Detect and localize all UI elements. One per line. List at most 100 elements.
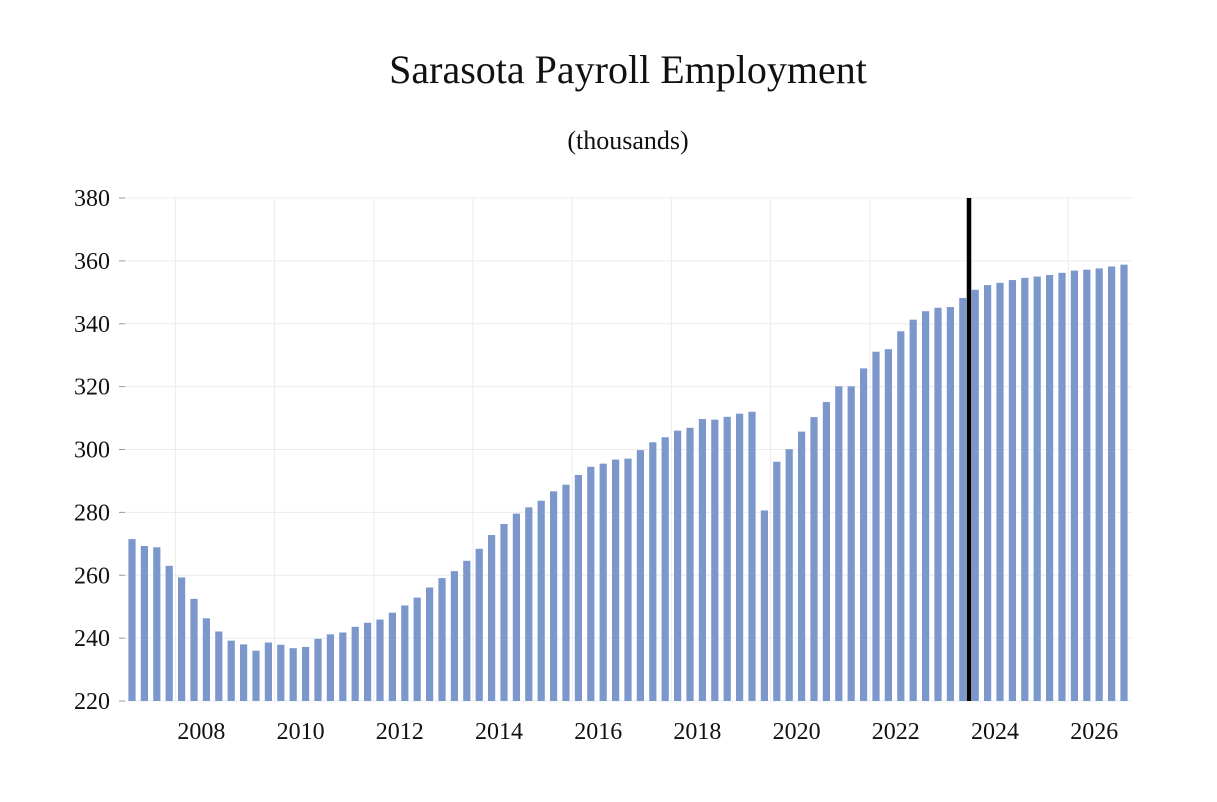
bar <box>537 500 545 701</box>
bar <box>202 618 210 701</box>
bar <box>165 565 173 701</box>
bar <box>723 416 731 701</box>
bar <box>190 598 198 701</box>
bar <box>984 285 992 701</box>
y-tick-label: 240 <box>74 626 110 652</box>
bar <box>1046 275 1054 701</box>
bar <box>959 297 967 701</box>
bars <box>128 264 1128 701</box>
bar <box>847 386 855 701</box>
x-tick-label: 2014 <box>475 719 523 745</box>
bar <box>773 461 781 701</box>
bar <box>376 619 384 701</box>
bar <box>624 458 632 701</box>
x-tick-label: 2008 <box>177 719 225 745</box>
bar <box>438 578 446 701</box>
bar <box>785 449 793 701</box>
bar <box>463 560 471 701</box>
bar <box>326 634 334 701</box>
bar <box>1095 268 1103 701</box>
bar <box>909 319 917 701</box>
bar <box>364 622 372 701</box>
bar <box>649 442 657 701</box>
x-tick-label: 2018 <box>673 719 721 745</box>
bar <box>1033 276 1041 701</box>
bar <box>525 507 533 701</box>
bar <box>252 650 260 701</box>
axes: 220 240 260 280 300 320 340 360 380 2008 2010 2012 2… <box>74 186 1118 745</box>
bar <box>860 368 868 701</box>
x-tick-label: 2026 <box>1070 719 1118 745</box>
y-tick-label: 260 <box>74 563 110 589</box>
bar <box>1021 277 1029 701</box>
y-tick-label: 300 <box>74 438 110 464</box>
bar <box>760 510 768 701</box>
bar <box>562 484 570 701</box>
bar <box>289 648 297 701</box>
bar <box>574 474 582 701</box>
bar <box>215 631 223 701</box>
bar <box>1083 269 1091 701</box>
bar <box>822 402 830 701</box>
bar <box>1108 266 1116 701</box>
bar <box>1070 270 1078 701</box>
bar <box>599 463 607 701</box>
bar <box>240 644 248 701</box>
x-tick-label: 2024 <box>971 719 1019 745</box>
y-tick-label: 380 <box>74 186 110 212</box>
bar <box>698 419 706 701</box>
bar <box>388 612 396 701</box>
bar <box>153 547 161 701</box>
bar <box>264 642 272 701</box>
y-tick-label: 340 <box>74 312 110 338</box>
bar <box>835 386 843 701</box>
bar <box>884 349 892 701</box>
bar <box>140 546 148 701</box>
bar <box>401 605 409 701</box>
bar <box>971 289 979 701</box>
bar <box>872 351 880 701</box>
bar <box>475 548 483 701</box>
bar <box>426 587 434 701</box>
bar <box>711 419 719 701</box>
bar <box>996 282 1004 701</box>
bar <box>636 450 644 701</box>
bar <box>450 571 458 701</box>
bar <box>922 311 930 701</box>
bar <box>512 513 520 701</box>
chart-title: Sarasota Payroll Employment <box>389 47 867 92</box>
chart-subtitle: (thousands) <box>567 126 689 155</box>
bar <box>934 307 942 701</box>
bar <box>587 466 595 701</box>
bar <box>736 413 744 701</box>
bar <box>810 417 818 701</box>
bar <box>1120 264 1128 701</box>
bar <box>798 431 806 701</box>
bar <box>128 539 136 701</box>
bar <box>686 427 694 701</box>
x-tick-label: 2016 <box>574 719 622 745</box>
y-tick-label: 280 <box>74 500 110 526</box>
bar <box>302 646 310 701</box>
x-tick-label: 2022 <box>872 719 920 745</box>
y-tick-label: 320 <box>74 375 110 401</box>
bar <box>413 597 421 701</box>
bar <box>339 632 347 701</box>
bar <box>674 430 682 701</box>
x-tick-label: 2020 <box>773 719 821 745</box>
bar <box>897 331 905 701</box>
bar <box>500 524 508 701</box>
y-tick-label: 360 <box>74 249 110 275</box>
bar <box>227 640 235 701</box>
bar <box>748 411 756 701</box>
x-tick-label: 2010 <box>277 719 325 745</box>
bar <box>612 459 620 701</box>
bar <box>277 644 285 701</box>
x-tick-label: 2012 <box>376 719 424 745</box>
bar <box>314 638 322 701</box>
y-tick-label: 220 <box>74 689 110 715</box>
bar <box>1008 280 1016 701</box>
bar <box>1058 272 1066 701</box>
bar <box>488 535 496 701</box>
